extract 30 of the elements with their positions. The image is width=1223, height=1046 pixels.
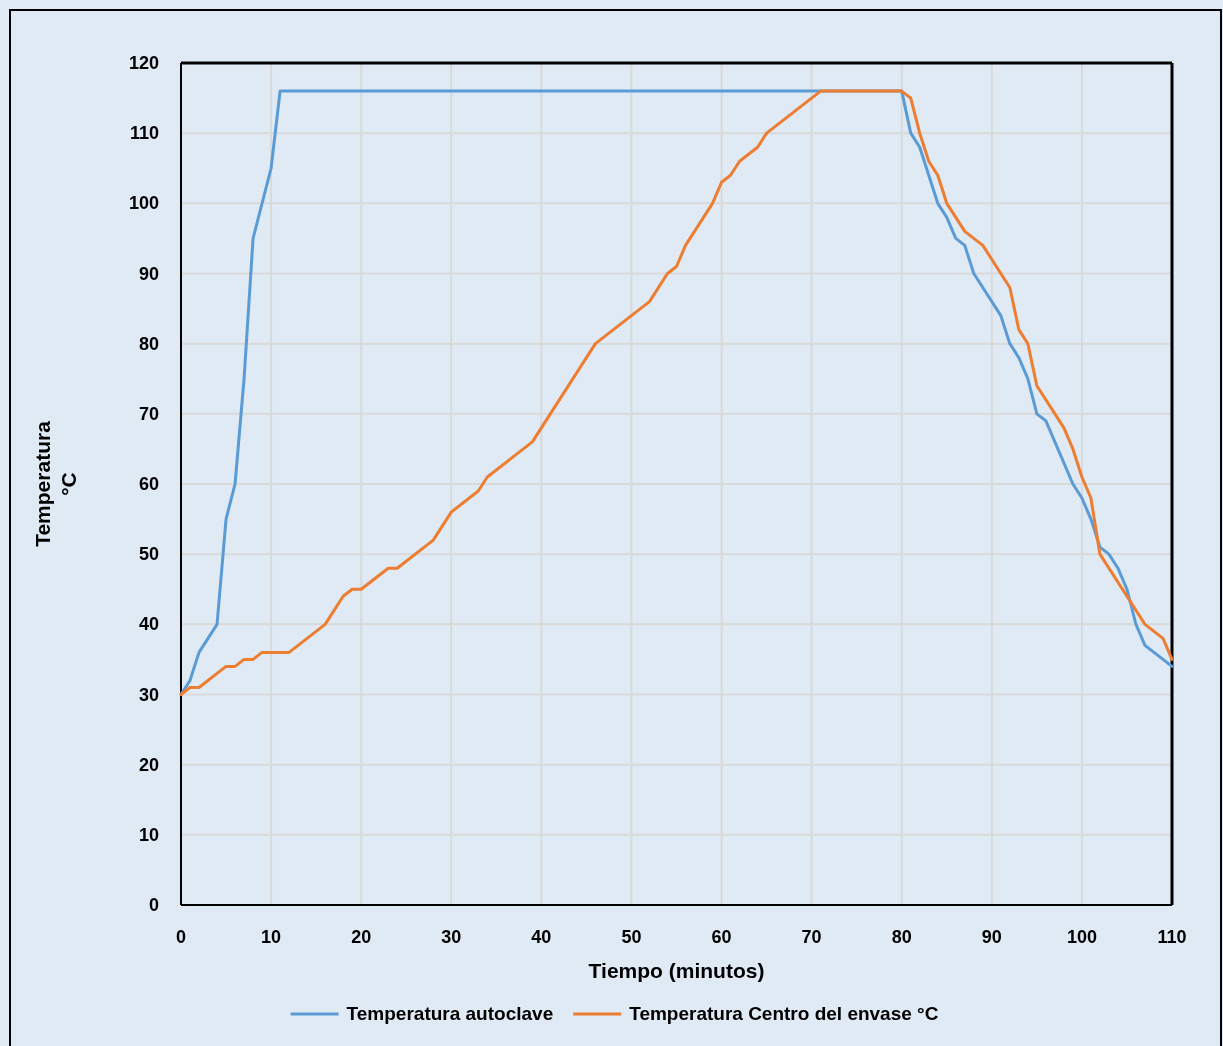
y-tick-label: 60 (138, 474, 159, 494)
x-axis-title: Tiempo (minutos) (588, 959, 765, 982)
x-tick-label: 10 (261, 927, 282, 947)
x-tick-label: 50 (621, 927, 642, 947)
y-tick-label: 110 (129, 123, 159, 144)
y-tick-label: 70 (138, 403, 159, 424)
legend-label: Temperatura autoclave (346, 1003, 554, 1024)
y-tick-label: 20 (138, 754, 159, 775)
y-tick-label: 80 (138, 333, 159, 354)
x-tick-label: 0 (175, 927, 187, 947)
y-tick-label: 0 (148, 895, 159, 915)
y-tick-label: 30 (138, 684, 159, 705)
line-series (179, 89, 1174, 696)
x-tick-label: 30 (441, 927, 462, 947)
y-axis-title: Temperatura °C (31, 420, 80, 547)
legend-label: Temperatura Centro del envase °C (629, 1003, 939, 1024)
x-tick-label: 70 (801, 927, 822, 947)
x-tick-label: 90 (981, 927, 1002, 947)
x-tick-label: 40 (531, 927, 552, 947)
x-tick-label: 20 (351, 927, 372, 947)
y-tick-label: 10 (138, 824, 159, 845)
x-tick-label: 100 (1066, 927, 1097, 947)
y-tick-label: 100 (128, 193, 159, 214)
y-tick-label: 40 (138, 614, 159, 635)
x-tick-label: 60 (711, 927, 732, 947)
y-tick-label: 120 (128, 53, 159, 73)
y-tick-label: 50 (138, 544, 159, 565)
x-tick-label: 110 (1157, 927, 1187, 947)
x-tick-label: 80 (891, 927, 912, 947)
y-tick-label: 90 (138, 263, 159, 284)
